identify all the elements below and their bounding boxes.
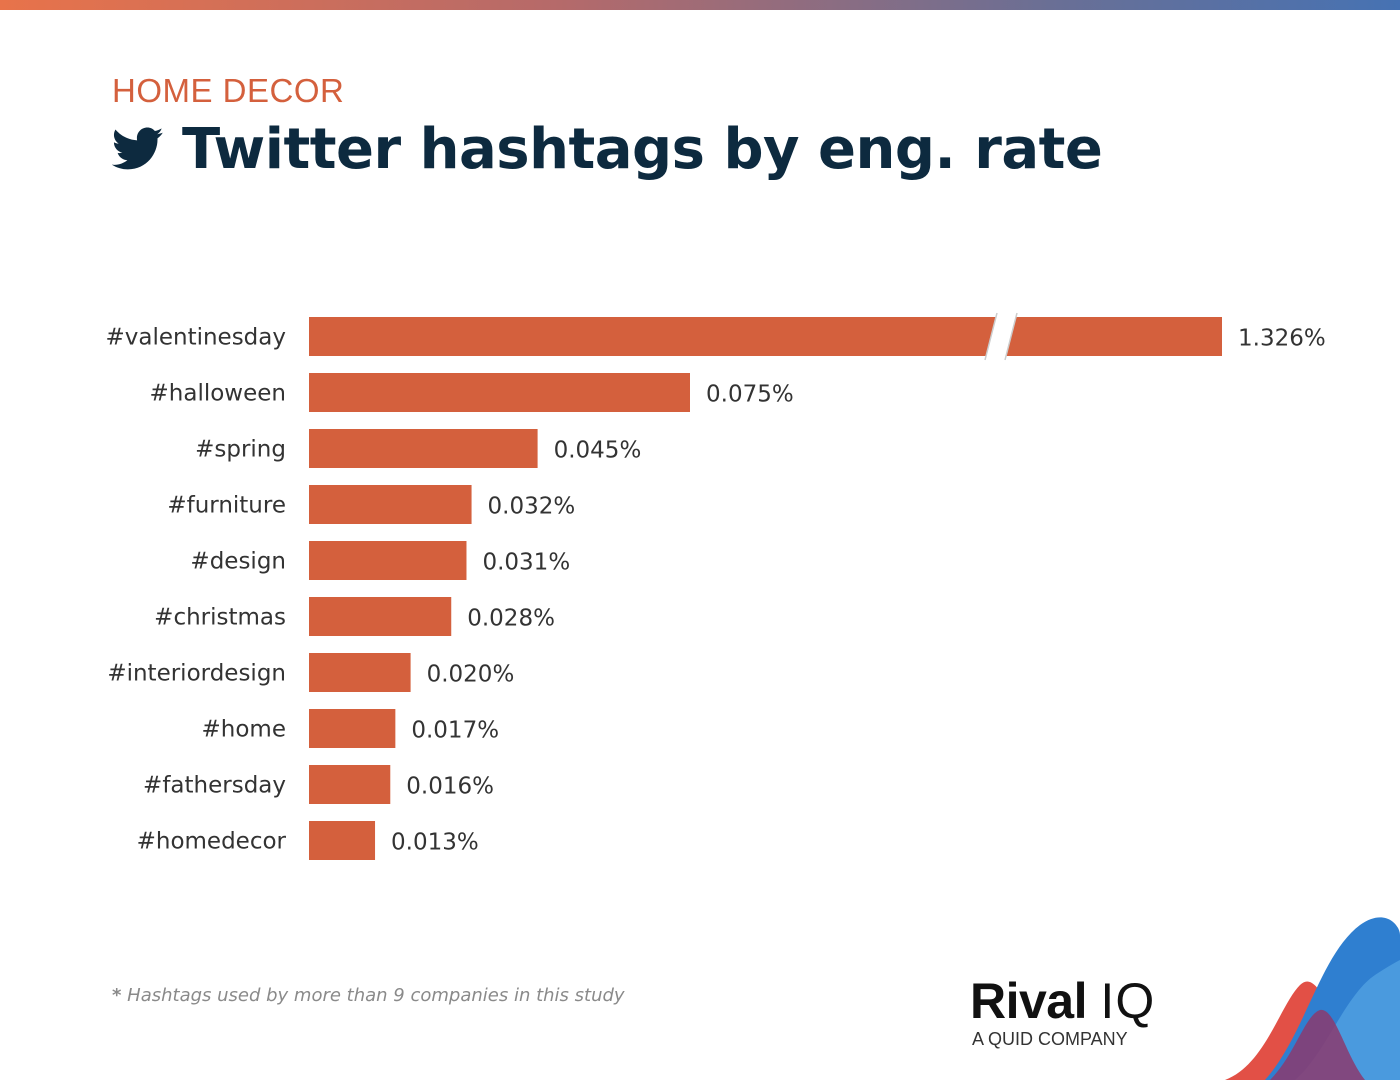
bar-furniture [309, 485, 472, 524]
bar-christmas [309, 597, 452, 636]
axis-break-line-right [1004, 312, 1018, 361]
twitter-bird-icon [112, 127, 164, 170]
corner-wave-graphic [1225, 917, 1400, 1080]
footnote-text: Hashtags used by more than 9 companies i… [127, 985, 625, 1006]
brand-tagline: A QUID COMPANY [972, 1029, 1128, 1049]
bar-design [309, 541, 467, 580]
bar-spring [309, 429, 538, 468]
bar-home [309, 709, 396, 748]
brand-name-light: IQ [1100, 973, 1156, 1029]
value-label-design: 0.031% [482, 550, 570, 576]
category-label-home: #home [202, 717, 286, 743]
value-label-valentinesday: 1.326% [1238, 326, 1326, 352]
value-label-halloween: 0.075% [706, 382, 794, 408]
page-title: Twitter hashtags by eng. rate [182, 116, 1103, 182]
value-label-home: 0.017% [411, 718, 499, 744]
category-label-design: #design [190, 549, 286, 575]
bar-interiordesign [309, 653, 411, 692]
value-label-furniture: 0.032% [488, 494, 576, 520]
bar-valentinesday [309, 317, 1222, 356]
category-label-furniture: #furniture [167, 493, 286, 519]
axis-break-line-left [984, 312, 998, 361]
category-label-spring: #spring [195, 437, 286, 463]
footnote-star: * [112, 985, 122, 1006]
category-label-interiordesign: #interiordesign [107, 661, 286, 687]
brand-name: Rival IQ [970, 975, 1200, 1027]
category-label-christmas: #christmas [154, 605, 286, 631]
brand-logo: Rival IQ A QUID COMPANY [970, 975, 1200, 1050]
value-label-interiordesign: 0.020% [427, 662, 515, 688]
category-label-homedecor: #homedecor [137, 829, 287, 855]
value-label-spring: 0.045% [554, 438, 642, 464]
footnote: * Hashtags used by more than 9 companies… [112, 985, 625, 1006]
brand-name-bold: Rival [970, 973, 1088, 1029]
category-label-valentinesday: #valentinesday [105, 325, 286, 351]
value-label-homedecor: 0.013% [391, 830, 479, 856]
bar-halloween [309, 373, 690, 412]
bar-fathersday [309, 765, 391, 804]
title-row: Twitter hashtags by eng. rate [112, 114, 1103, 184]
bar-homedecor [309, 821, 376, 860]
top-gradient-bar [0, 0, 1400, 10]
value-label-fathersday: 0.016% [406, 774, 494, 800]
category-label-fathersday: #fathersday [143, 773, 286, 799]
category-label-halloween: #halloween [150, 381, 286, 407]
value-label-christmas: 0.028% [467, 606, 555, 632]
category-label: HOME DECOR [112, 72, 345, 109]
axis-break-mark [985, 313, 1017, 360]
